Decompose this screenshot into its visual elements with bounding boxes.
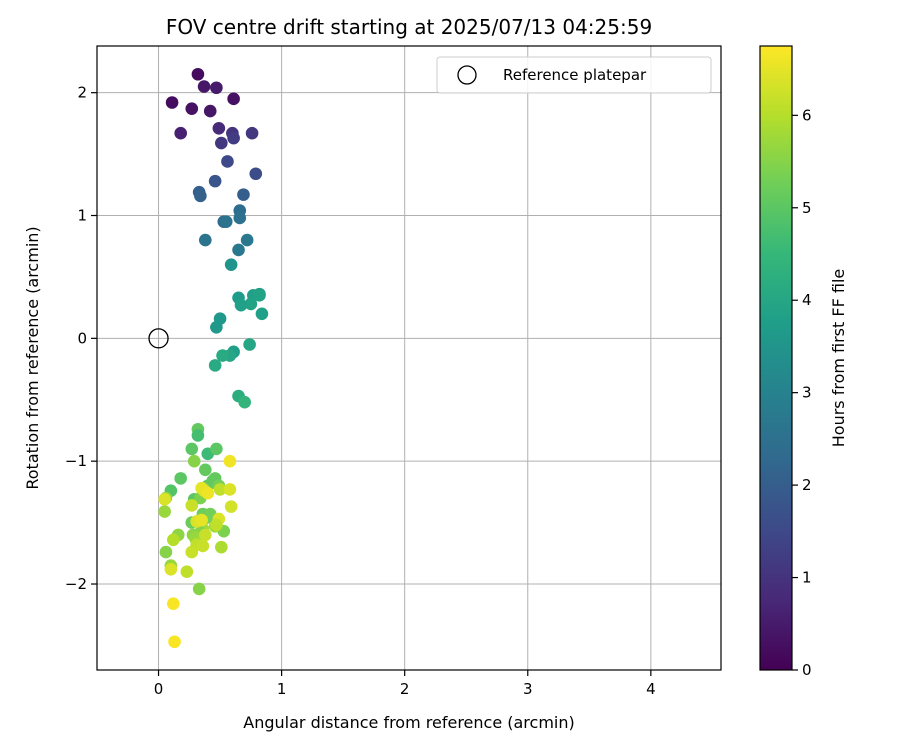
- data-point: [199, 528, 212, 542]
- data-point: [233, 211, 247, 225]
- y-axis-label: Rotation from reference (arcmin): [23, 226, 42, 489]
- colorbar-label: Hours from first FF file: [829, 269, 848, 448]
- x-tick-label: 0: [154, 680, 164, 698]
- data-point: [245, 126, 259, 140]
- data-point: [223, 483, 237, 496]
- reference-marker: [148, 328, 169, 349]
- colorbar-gradient: [760, 46, 792, 670]
- data-point: [191, 429, 205, 442]
- x-tick-label: 2: [400, 680, 410, 698]
- data-point: [174, 472, 187, 485]
- y-tick-label: 0: [77, 329, 87, 347]
- data-point: [195, 513, 208, 527]
- data-point: [244, 297, 258, 311]
- x-tick-label: 3: [523, 680, 533, 698]
- colorbar-tick-label: 3: [802, 384, 812, 402]
- data-point: [185, 442, 199, 456]
- data-point: [168, 635, 181, 649]
- data-point: [224, 258, 238, 271]
- y-tick-label: −1: [65, 452, 87, 470]
- colorbar-tick-label: 1: [802, 569, 812, 587]
- data-point: [192, 582, 206, 596]
- data-point: [187, 454, 201, 468]
- data-point: [197, 80, 211, 93]
- data-point: [210, 81, 223, 95]
- colorbar-ticks: 0 1 2 3 4 5 6: [792, 106, 812, 679]
- data-point: [243, 338, 256, 351]
- data-point: [199, 233, 212, 247]
- data-point: [227, 92, 240, 106]
- data-point: [210, 320, 223, 334]
- data-point: [234, 298, 248, 312]
- data-point: [223, 454, 237, 468]
- data-point: [227, 131, 240, 145]
- data-point: [232, 243, 245, 257]
- colorbar-tick-label: 4: [802, 291, 812, 309]
- y-tick-label: −2: [65, 575, 87, 593]
- data-point: [180, 565, 194, 579]
- data-point: [203, 104, 217, 118]
- data-point: [224, 500, 238, 513]
- axis-ticks: 0 1 2 3 4 −2 −1 0 1 2: [65, 84, 656, 698]
- colorbar-tick-label: 0: [802, 661, 812, 679]
- data-point: [191, 67, 205, 81]
- data-point: [199, 463, 212, 477]
- data-point: [210, 442, 223, 456]
- data-point: [167, 597, 180, 610]
- data-point: [201, 486, 215, 500]
- data-point: [215, 540, 228, 554]
- data-point: [221, 155, 234, 168]
- data-point: [185, 499, 199, 512]
- data-point: [216, 349, 229, 362]
- plot-area-frame: [96, 45, 722, 671]
- x-tick-label: 1: [277, 680, 287, 698]
- colorbar-frame: [759, 45, 793, 671]
- x-tick-label: 4: [646, 680, 656, 698]
- data-point: [167, 533, 180, 547]
- data-point: [208, 359, 222, 372]
- data-point: [208, 174, 222, 188]
- data-point: [164, 562, 178, 576]
- data-point: [255, 307, 269, 321]
- colorbar-tick-label: 6: [802, 106, 812, 124]
- legend-marker-open-circle-icon: [457, 65, 477, 85]
- data-point: [196, 539, 210, 553]
- legend-label: Reference platepar: [503, 66, 647, 84]
- chart-title: FOV centre drift starting at 2025/07/13 …: [166, 15, 652, 39]
- data-point: [158, 505, 171, 518]
- data-point: [215, 136, 228, 150]
- colorbar: 0 1 2 3 4 5 6 Hours from first FF file: [759, 45, 848, 679]
- data-point: [212, 122, 226, 135]
- data-point: [159, 545, 173, 559]
- x-axis-label: Angular distance from reference (arcmin): [243, 713, 574, 732]
- data-point: [240, 233, 254, 247]
- data-point: [165, 96, 179, 109]
- data-point: [210, 518, 223, 532]
- colorbar-tick-label: 2: [802, 476, 812, 494]
- data-point: [174, 126, 187, 140]
- y-tick-label: 2: [77, 84, 87, 102]
- data-point: [249, 167, 263, 181]
- data-point: [237, 188, 250, 201]
- colorbar-tick-label: 5: [802, 199, 812, 217]
- data-points: [158, 67, 269, 649]
- data-point: [185, 102, 199, 115]
- legend-box: [436, 56, 712, 94]
- data-point: [194, 189, 207, 203]
- y-tick-label: 1: [77, 207, 87, 225]
- legend: Reference platepar: [436, 56, 712, 94]
- data-point: [238, 395, 251, 409]
- data-point: [219, 215, 233, 228]
- data-point: [158, 492, 171, 506]
- reference-platepar-marker: [148, 328, 169, 349]
- data-point: [185, 545, 199, 559]
- data-point: [213, 483, 227, 496]
- data-point: [253, 289, 266, 302]
